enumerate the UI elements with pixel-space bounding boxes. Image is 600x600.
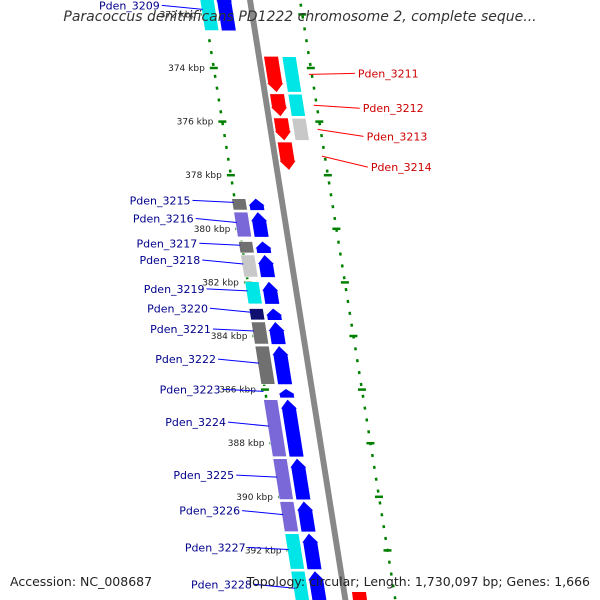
scale-label: 378 kbp — [185, 171, 222, 181]
cog-bar-pden-3213[interactable] — [291, 117, 310, 141]
scale-label: 372 kbp — [160, 10, 197, 20]
scale-label: 386 kbp — [219, 386, 256, 396]
gene-label-pden-3213[interactable]: Pden_3213 — [367, 130, 428, 143]
cog-bar-pden-3222[interactable] — [254, 345, 276, 385]
gene-label-pden-3227[interactable]: Pden_3227 — [185, 541, 246, 554]
gene-arrow-pden-3228[interactable] — [308, 571, 328, 600]
gene-label-pden-3217[interactable]: Pden_3217 — [136, 237, 197, 250]
gene-arrow-pden-3224[interactable] — [280, 399, 304, 457]
gene-features — [199, 0, 367, 600]
scale-label: 392 kbp — [245, 546, 282, 556]
label-leader-pden-3220 — [209, 307, 252, 313]
scale-label: 380 kbp — [194, 225, 231, 235]
cog-bar-pden-3215[interactable] — [231, 198, 248, 211]
cog-bar-pden-3217[interactable] — [238, 241, 255, 254]
cog-bar-pden-3227[interactable] — [284, 533, 305, 570]
backbone-bar — [247, 0, 349, 600]
cog-bar-pden-3226[interactable] — [279, 501, 299, 532]
label-leader-pden-3228 — [253, 583, 295, 589]
gene-arrow-pden-3209[interactable] — [216, 0, 236, 31]
chromosome-backbone — [247, 0, 349, 600]
gene-arrow-pden-3215[interactable] — [248, 198, 265, 211]
gene-label-pden-3216[interactable]: Pden_3216 — [133, 212, 194, 225]
gene-label-pden-3220[interactable]: Pden_3220 — [147, 302, 208, 315]
label-leader-pden-3209 — [161, 4, 203, 10]
cog-bar-pden-3228[interactable] — [290, 570, 311, 600]
cog-bar-pden-3211[interactable] — [281, 56, 303, 93]
gene-arrow-pden-3223[interactable] — [278, 388, 295, 398]
gene-arrow-pden-3216[interactable] — [251, 212, 269, 237]
label-leader-pden-3224 — [228, 421, 270, 427]
gene-arrow-pden-3211[interactable] — [264, 56, 284, 93]
label-leader-pden-3222 — [218, 358, 260, 364]
scale-label: 384 kbp — [211, 332, 248, 342]
map-title: Paracoccus denitrificans PD1222 chromoso… — [63, 9, 537, 25]
scale-label: 376 kbp — [177, 118, 214, 128]
gene-arrow-pden-3226[interactable] — [297, 501, 316, 532]
gene-label-pden-3215[interactable]: Pden_3215 — [130, 194, 191, 207]
cog-bar-pden-3216[interactable] — [233, 211, 253, 238]
scale-label: 382 kbp — [202, 278, 239, 288]
label-leader-pden-3223 — [222, 388, 264, 392]
cog-bar-pden-3221[interactable] — [250, 321, 270, 345]
gene-arrow-pden-3213[interactable] — [273, 118, 291, 141]
gene-arrow-pden-3221[interactable] — [268, 321, 286, 345]
inner-scale-track — [298, 0, 397, 600]
label-leader-pden-3215 — [192, 199, 234, 203]
cog-bar-pden-3225[interactable] — [272, 458, 294, 500]
gene-label-pden-3218[interactable]: Pden_3218 — [139, 254, 200, 267]
gene-label-pden-3228[interactable]: Pden_3228 — [191, 578, 252, 591]
label-leader-pden-3212 — [313, 104, 360, 109]
gene-arrow-pden-3214[interactable] — [277, 142, 296, 170]
gene-arrow-pden-3220[interactable] — [266, 308, 283, 320]
label-leader-pden-3214 — [321, 155, 368, 168]
gene-label-pden-3223[interactable]: Pden_3223 — [160, 383, 221, 396]
gene-label-pden-3224[interactable]: Pden_3224 — [165, 416, 226, 429]
scale-label: 374 kbp — [168, 64, 205, 74]
gene-labels: Pden_3209 Pden_3211 Pden_3212 Pden_3213 Pden… — [99, 0, 432, 591]
gene-arrow-pden-3225[interactable] — [290, 458, 311, 500]
gene-label-pden-3221[interactable]: Pden_3221 — [150, 323, 211, 336]
label-leader-pden-3218 — [202, 259, 244, 265]
label-leader-pden-3225 — [236, 474, 278, 478]
gene-arrow-pden-3227[interactable] — [302, 533, 322, 570]
label-leader-pden-3221 — [212, 328, 254, 332]
gene-label-pden-3219[interactable]: Pden_3219 — [144, 283, 205, 296]
gene-label-pden-3211[interactable]: Pden_3211 — [358, 67, 419, 80]
label-leader-pden-3227 — [247, 546, 289, 550]
gene-label-pden-3214[interactable]: Pden_3214 — [371, 161, 432, 174]
label-leader-pden-3217 — [199, 242, 241, 246]
gene-label-pden-3226[interactable]: Pden_3226 — [179, 505, 240, 518]
cog-bar-pden-3219[interactable] — [244, 281, 263, 305]
label-leader-pden-3226 — [242, 510, 284, 516]
accession-text: Accession: NC_008687 — [10, 574, 153, 589]
gene-arrow-pden-3219[interactable] — [262, 281, 280, 304]
gene-label-pden-3225[interactable]: Pden_3225 — [173, 469, 234, 482]
gene-label-pden-3212[interactable]: Pden_3212 — [363, 102, 424, 115]
label-leader-pden-3211 — [308, 72, 355, 75]
scale-label: 388 kbp — [228, 439, 265, 449]
cog-bar-pden-3209[interactable] — [199, 0, 220, 31]
label-leader-pden-3213 — [317, 128, 364, 137]
cog-bar-pden-3212[interactable] — [287, 93, 306, 117]
cog-bar-pden-3220[interactable] — [248, 308, 266, 321]
gene-arrow-pden-3212[interactable] — [269, 94, 288, 117]
partial-forward-gene[interactable] — [352, 592, 367, 600]
scale-label: 390 kbp — [236, 493, 273, 503]
label-leader-pden-3216 — [195, 217, 237, 223]
gene-arrow-pden-3218[interactable] — [257, 254, 276, 278]
cog-bar-pden-3218[interactable] — [240, 254, 259, 278]
cog-bar-pden-3224[interactable] — [263, 399, 287, 457]
gene-arrow-pden-3217[interactable] — [255, 241, 272, 253]
gene-arrow-pden-3222[interactable] — [272, 346, 293, 385]
label-leader-pden-3219 — [206, 288, 248, 292]
gene-label-pden-3222[interactable]: Pden_3222 — [155, 353, 216, 366]
gene-label-pden-3209[interactable]: Pden_3209 — [99, 0, 160, 12]
genome-summary-text: Topology: circular; Length: 1,730,097 bp… — [246, 574, 590, 589]
